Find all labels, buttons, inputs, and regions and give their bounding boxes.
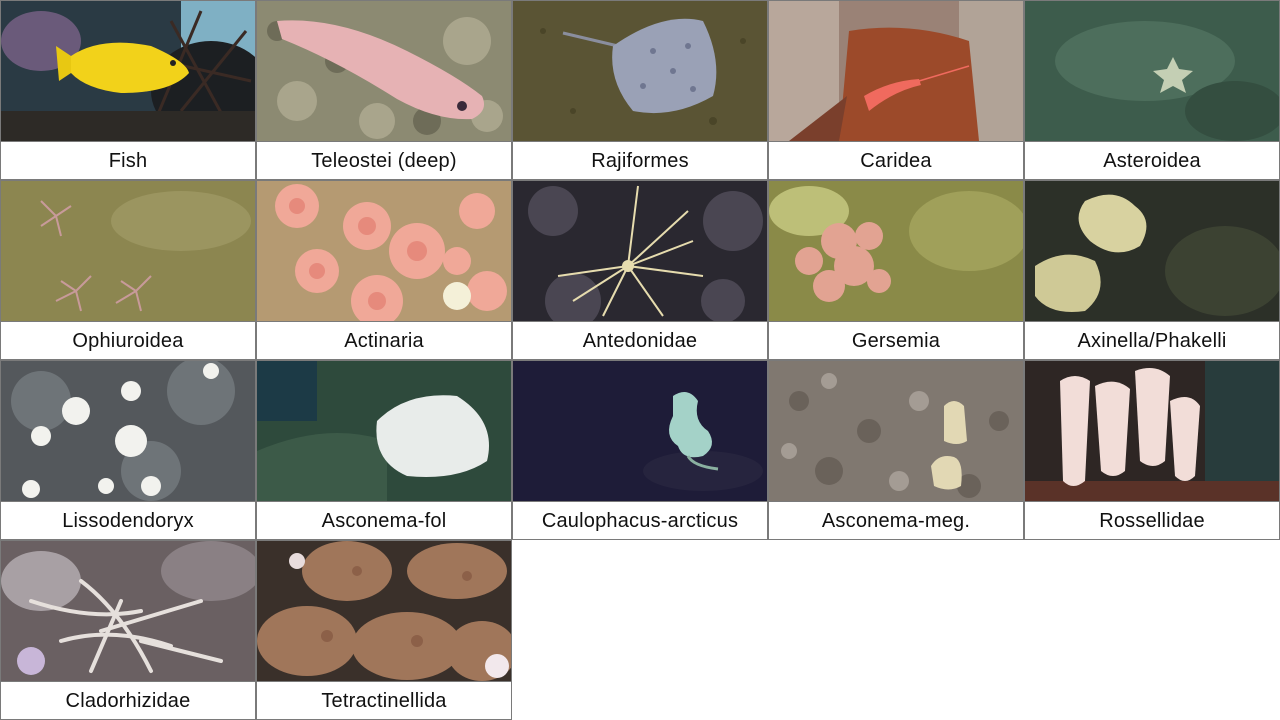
tile-antedonidae: Antedonidae <box>512 180 768 360</box>
tile-label: Asconema-fol <box>257 501 511 539</box>
tile-teleostei-deep: Teleostei (deep) <box>256 0 512 180</box>
vase-sponge-cluster-photo <box>1025 361 1279 501</box>
skate-ray-photo <box>513 1 767 141</box>
yellow-sponge-photo <box>1025 181 1279 321</box>
sea-star-photo <box>1025 1 1279 141</box>
tile-fish: Fish <box>0 0 256 180</box>
tile-asconema-meg: Asconema-meg. <box>768 360 1024 540</box>
tile-label: Antedonidae <box>513 321 767 359</box>
deep-sea-fish-photo <box>257 1 511 141</box>
tile-label: Axinella/Phakelli <box>1025 321 1279 359</box>
tile-caridea: Caridea <box>768 0 1024 180</box>
tile-label: Tetractinellida <box>257 681 511 719</box>
tile-asconema-fol: Asconema-fol <box>256 360 512 540</box>
tile-cladorhizidae: Cladorhizidae <box>0 540 256 720</box>
tile-axinella-phakelli: Axinella/Phakelli <box>1024 180 1280 360</box>
tile-label: Teleostei (deep) <box>257 141 511 179</box>
sea-anemone-photo <box>257 181 511 321</box>
white-sponge-photo <box>1 361 255 501</box>
yellow-tang-fish-photo <box>1 1 255 141</box>
tile-label: Asconema-meg. <box>769 501 1023 539</box>
stalked-sponge-photo <box>513 361 767 501</box>
tile-ophiuroidea: Ophiuroidea <box>0 180 256 360</box>
tile-lissodendoryx: Lissodendoryx <box>0 360 256 540</box>
feather-star-photo <box>513 181 767 321</box>
tile-label: Gersemia <box>769 321 1023 359</box>
tile-label: Lissodendoryx <box>1 501 255 539</box>
tile-label: Cladorhizidae <box>1 681 255 719</box>
red-shrimp-photo <box>769 1 1023 141</box>
carnivorous-sponge-photo <box>1 541 255 681</box>
soft-coral-photo <box>769 181 1023 321</box>
tile-actinaria: Actinaria <box>256 180 512 360</box>
tile-label: Caridea <box>769 141 1023 179</box>
tile-label: Ophiuroidea <box>1 321 255 359</box>
tile-tetractinellida: Tetractinellida <box>256 540 512 720</box>
tile-asteroidea: Asteroidea <box>1024 0 1280 180</box>
white-glass-sponge-photo <box>257 361 511 501</box>
round-sponge-photo <box>257 541 511 681</box>
tile-label: Caulophacus-arcticus <box>513 501 767 539</box>
tile-rossellidae: Rossellidae <box>1024 360 1280 540</box>
tile-rajiformes: Rajiformes <box>512 0 768 180</box>
tile-label: Rajiformes <box>513 141 767 179</box>
tile-label: Rossellidae <box>1025 501 1279 539</box>
tile-caulophacus-arcticus: Caulophacus-arcticus <box>512 360 768 540</box>
tile-label: Actinaria <box>257 321 511 359</box>
tile-label: Asteroidea <box>1025 141 1279 179</box>
cup-sponge-photo <box>769 361 1023 501</box>
tile-gersemia: Gersemia <box>768 180 1024 360</box>
brittle-star-photo <box>1 181 255 321</box>
tile-label: Fish <box>1 141 255 179</box>
